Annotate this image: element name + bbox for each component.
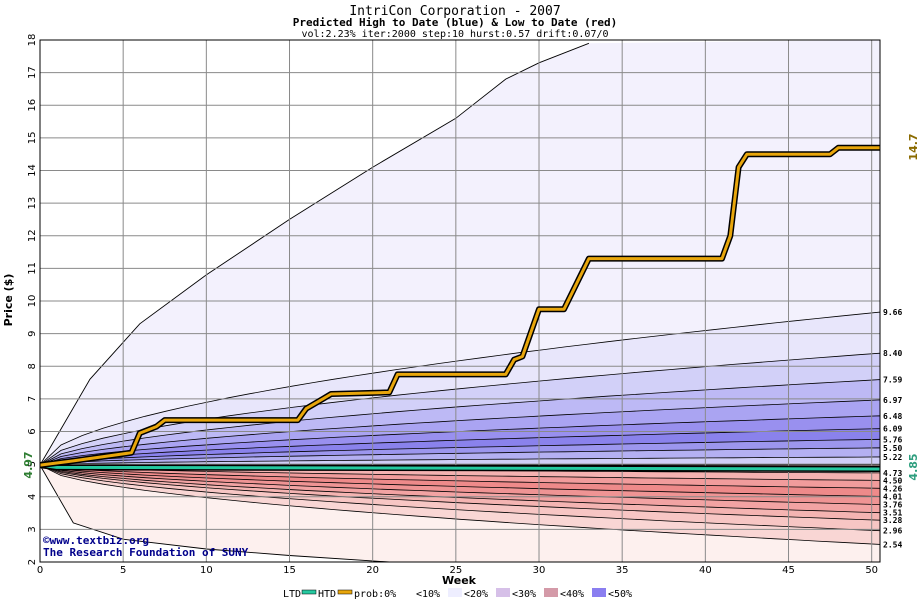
x-tick-label: 25: [449, 565, 462, 576]
probability-bands: [39, 40, 881, 563]
y-tick-label: 12: [27, 229, 38, 242]
y-tick-label: 16: [27, 99, 38, 112]
y-tick-label: 3: [27, 526, 38, 532]
legend-b50-label: <50%: [608, 589, 632, 600]
low-endpoint-label: 4.73: [883, 469, 902, 478]
ltd-final-label: 4.85: [907, 453, 920, 480]
high-endpoint-label: 8.40: [883, 349, 902, 358]
y-tick-label: 10: [27, 295, 38, 308]
y-tick-label: 7: [27, 396, 38, 402]
plot-frame: [39, 39, 881, 563]
upper-envelope-line: [39, 42, 590, 466]
x-tick-label: 50: [865, 565, 878, 576]
chart-subtitle: Predicted High to Date (blue) & Low to D…: [293, 16, 618, 29]
htd-line: [39, 146, 880, 467]
legend-htd-swatch: [337, 589, 353, 595]
y-tick-label: 15: [27, 132, 38, 145]
chart-params: vol:2.23% iter:2000 step:10 hurst:0.57 d…: [301, 29, 608, 40]
y-tick-label: 17: [27, 66, 38, 79]
low-endpoint-label: 3.51: [883, 509, 902, 518]
low-endpoint-label: 2.96: [883, 527, 902, 536]
low-endpoint-label: 3.76: [883, 501, 902, 510]
x-axis-label: Week: [442, 574, 477, 587]
x-tick-label: 10: [200, 565, 213, 576]
y-tick-label: 5: [27, 461, 38, 467]
high-endpoint-label: 5.76: [883, 435, 902, 444]
y-tick-label: 6: [27, 428, 38, 434]
y-tick-label: 13: [27, 197, 38, 210]
y-tick-label: 11: [27, 262, 38, 275]
series: [39, 144, 881, 472]
x-tick-label: 20: [366, 565, 379, 576]
legend-swatch-40: [592, 588, 606, 597]
legend-b10-label: <10%: [416, 589, 440, 600]
legend-swatch-10: [448, 588, 462, 597]
credit-url: ©www.textbiz.org: [43, 534, 149, 547]
legend-prob-label: prob:0%: [354, 589, 396, 600]
high-endpoint-label: 5.50: [883, 444, 902, 453]
x-tick-label: 40: [699, 565, 712, 576]
y-tick-label: 8: [27, 363, 38, 369]
high-endpoint-label: 6.97: [883, 396, 902, 405]
htd-final-label: 14.7: [907, 133, 920, 160]
high-endpoint-label: 5.22: [883, 453, 902, 462]
low-endpoint-label: 2.54: [883, 540, 902, 549]
low-endpoint-label: 3.28: [883, 516, 902, 525]
low-endpoint-label: 4.50: [883, 476, 902, 485]
legend-b30-label: <30%: [512, 589, 536, 600]
y-tick-label: 4: [27, 494, 38, 500]
grid: [39, 39, 880, 563]
y-tick-label: 18: [27, 34, 38, 47]
legend-b40-label: <40%: [560, 589, 584, 600]
legend-swatch-0: [400, 588, 414, 597]
legend-ltd-swatch: [301, 589, 317, 595]
start-price-label: 4.97: [22, 451, 35, 478]
legend-swatch-30: [544, 588, 558, 597]
x-tick-label: 45: [782, 565, 795, 576]
x-tick-label: 0: [37, 565, 43, 576]
legend-ltd-label: LTD: [283, 589, 301, 600]
x-tick-label: 30: [533, 565, 546, 576]
y-tick-label: 2: [27, 559, 38, 565]
high-endpoint-label: 6.48: [883, 412, 902, 421]
high-band-8: [39, 456, 881, 466]
low-endpoint-label: 4.01: [883, 492, 902, 501]
lower-envelope-line: [39, 464, 390, 563]
y-tick-label: 14: [27, 164, 38, 177]
y-tick-label: 9: [27, 330, 38, 336]
legend-swatch-20: [496, 588, 510, 597]
high-endpoint-label: 9.66: [883, 308, 902, 317]
x-tick-label: 15: [283, 565, 296, 576]
high-endpoint-label: 6.09: [883, 425, 902, 434]
low-endpoint-label: 4.26: [883, 484, 902, 493]
legend-htd-label: HTD: [318, 589, 336, 600]
x-tick-label: 35: [616, 565, 629, 576]
chart-title: IntriCon Corporation - 2007: [349, 4, 560, 19]
x-tick-label: 5: [120, 565, 126, 576]
legend: LTD HTD prob:0% <10% <20% <30% <40% <50%: [283, 588, 632, 600]
high-endpoint-label: 7.59: [883, 376, 902, 385]
legend-b20-label: <20%: [464, 589, 488, 600]
axes: 0 5 10 15 20 25 30 35 40 45 5023456789101112131415…: [27, 34, 881, 576]
labels: 9.66 8.40 7.59 6.97 6.48 6.095.765.505.22 4.73…: [883, 308, 902, 549]
y-axis-label: Price ($): [2, 274, 15, 327]
credit-org: The Research Foundation of SUNY: [43, 546, 249, 559]
